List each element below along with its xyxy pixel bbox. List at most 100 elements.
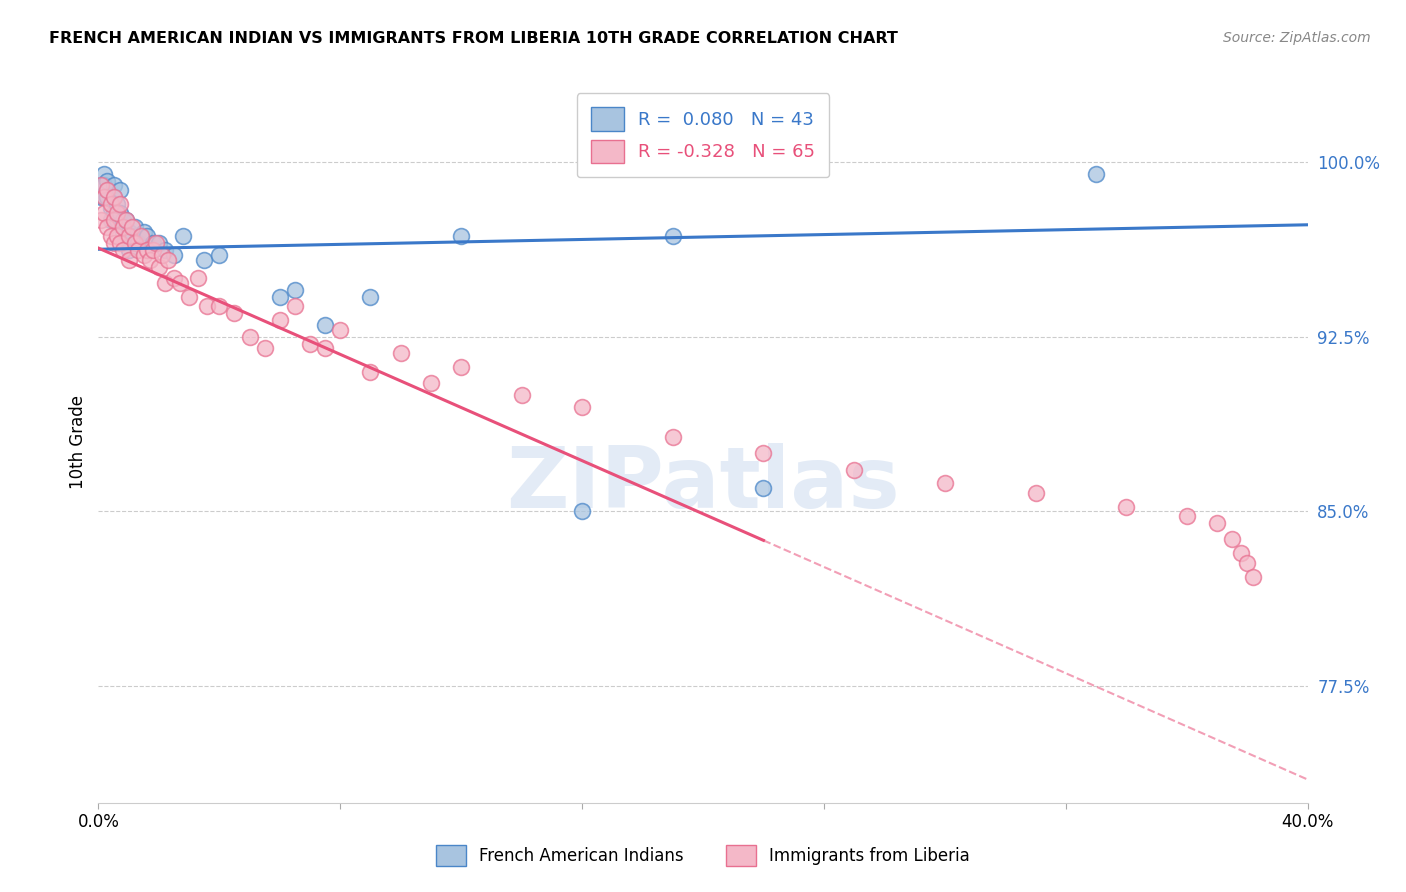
Point xyxy=(103,236,125,251)
Point xyxy=(96,173,118,187)
Point xyxy=(934,476,956,491)
Point xyxy=(450,359,472,374)
Point xyxy=(208,299,231,313)
Point xyxy=(153,276,176,290)
Point xyxy=(1175,509,1198,524)
Point xyxy=(450,229,472,244)
Point xyxy=(105,213,128,227)
Point xyxy=(108,196,131,211)
Point xyxy=(90,190,112,204)
Point xyxy=(114,213,136,227)
Point xyxy=(93,190,115,204)
Point xyxy=(96,183,118,197)
Point xyxy=(108,236,131,251)
Point xyxy=(1206,516,1229,530)
Point xyxy=(148,236,170,251)
Point xyxy=(96,190,118,204)
Point xyxy=(121,229,143,244)
Point xyxy=(127,236,149,251)
Point xyxy=(752,446,775,460)
Point xyxy=(172,229,194,244)
Point xyxy=(121,220,143,235)
Point xyxy=(314,341,336,355)
Point xyxy=(195,299,218,313)
Point xyxy=(103,190,125,204)
Point xyxy=(100,196,122,211)
Point xyxy=(142,244,165,258)
Point xyxy=(1085,167,1108,181)
Point xyxy=(420,376,443,391)
Point xyxy=(100,213,122,227)
Point xyxy=(93,167,115,181)
Point xyxy=(93,190,115,204)
Point xyxy=(208,248,231,262)
Point xyxy=(142,236,165,251)
Point xyxy=(114,213,136,227)
Point xyxy=(752,481,775,495)
Point xyxy=(163,248,186,262)
Point xyxy=(103,206,125,220)
Point xyxy=(108,183,131,197)
Point xyxy=(135,229,157,244)
Point xyxy=(284,299,307,313)
Point xyxy=(127,244,149,258)
Point xyxy=(1230,546,1253,560)
Point xyxy=(169,276,191,290)
Point xyxy=(253,341,276,355)
Point xyxy=(145,236,167,251)
Point xyxy=(132,225,155,239)
Point xyxy=(360,365,382,379)
Point xyxy=(389,346,412,360)
Point xyxy=(1024,485,1046,500)
Point xyxy=(224,306,246,320)
Point xyxy=(269,313,291,327)
Point xyxy=(239,329,262,343)
Text: Source: ZipAtlas.com: Source: ZipAtlas.com xyxy=(1223,31,1371,45)
Point xyxy=(187,271,209,285)
Point xyxy=(103,178,125,193)
Point xyxy=(129,229,152,244)
Point xyxy=(571,504,593,518)
Point xyxy=(111,225,134,239)
Point xyxy=(90,178,112,193)
Point xyxy=(314,318,336,332)
Point xyxy=(193,252,215,267)
Legend: French American Indians, Immigrants from Liberia: French American Indians, Immigrants from… xyxy=(429,838,977,873)
Point xyxy=(150,248,173,262)
Point xyxy=(571,400,593,414)
Point xyxy=(163,271,186,285)
Point xyxy=(153,244,176,258)
Y-axis label: 10th Grade: 10th Grade xyxy=(69,394,87,489)
Point xyxy=(360,290,382,304)
Point xyxy=(105,229,128,244)
Point xyxy=(118,225,141,239)
Point xyxy=(105,196,128,211)
Point xyxy=(103,213,125,227)
Point xyxy=(108,206,131,220)
Point xyxy=(299,336,322,351)
Point xyxy=(100,229,122,244)
Point xyxy=(156,252,179,267)
Point xyxy=(118,244,141,258)
Point xyxy=(93,178,115,193)
Point xyxy=(124,220,146,235)
Point xyxy=(118,252,141,267)
Point xyxy=(148,260,170,274)
Point xyxy=(132,248,155,262)
Point xyxy=(118,229,141,244)
Text: FRENCH AMERICAN INDIAN VS IMMIGRANTS FROM LIBERIA 10TH GRADE CORRELATION CHART: FRENCH AMERICAN INDIAN VS IMMIGRANTS FRO… xyxy=(49,31,898,46)
Point xyxy=(111,213,134,227)
Point xyxy=(90,178,112,193)
Point xyxy=(1236,556,1258,570)
Legend: R =  0.080   N = 43, R = -0.328   N = 65: R = 0.080 N = 43, R = -0.328 N = 65 xyxy=(576,93,830,178)
Point xyxy=(103,190,125,204)
Point xyxy=(329,323,352,337)
Point xyxy=(269,290,291,304)
Point xyxy=(135,244,157,258)
Point xyxy=(844,462,866,476)
Point xyxy=(100,202,122,216)
Point xyxy=(1115,500,1137,514)
Point xyxy=(179,290,201,304)
Point xyxy=(111,244,134,258)
Point xyxy=(93,206,115,220)
